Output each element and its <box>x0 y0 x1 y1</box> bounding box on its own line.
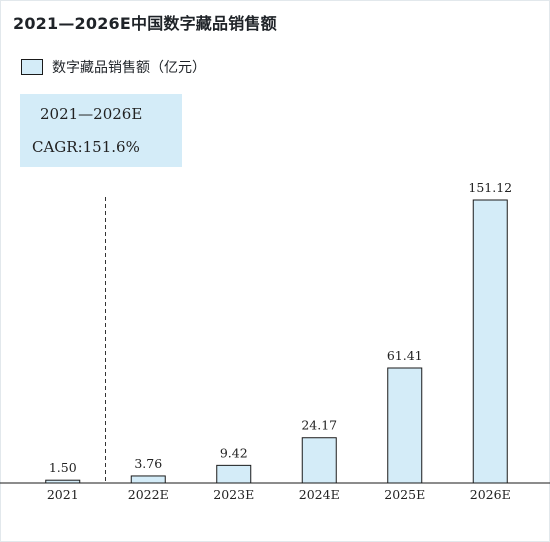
tick-label-2025E: 2025E <box>384 487 425 502</box>
tick-label-2022E: 2022E <box>128 487 169 502</box>
bar-2025E <box>387 367 423 484</box>
legend-label: 数字藏品销售额（亿元） <box>52 60 206 76</box>
value-label-2022E: 3.76 <box>134 456 162 471</box>
legend: 数字藏品销售额（亿元） <box>21 57 206 77</box>
tick-label-2026E: 2026E <box>470 487 511 502</box>
chart-title: 2021—2026E中国数字藏品销售额 <box>13 14 277 33</box>
value-label-2025E: 61.41 <box>387 348 423 363</box>
value-label-2023E: 9.42 <box>220 445 248 460</box>
tick-label-2024E: 2024E <box>299 487 340 502</box>
cagr-period: 2021—2026E <box>40 105 143 123</box>
tick-label-2023E: 2023E <box>213 487 254 502</box>
bar-2023E <box>216 464 252 484</box>
bar-2024E <box>301 437 337 484</box>
value-label-2026E: 151.12 <box>468 180 512 195</box>
cagr-value: CAGR:151.6% <box>32 138 140 156</box>
tick-label-2021: 2021 <box>47 487 79 502</box>
bar-2022E <box>130 475 166 484</box>
value-label-2024E: 24.17 <box>301 418 337 433</box>
bar-2021 <box>45 479 81 484</box>
bar-2026E <box>472 199 508 484</box>
cagr-annotation-box: 2021—2026E CAGR:151.6% <box>20 94 182 167</box>
legend-swatch <box>21 59 43 75</box>
value-label-2021: 1.50 <box>49 460 77 475</box>
